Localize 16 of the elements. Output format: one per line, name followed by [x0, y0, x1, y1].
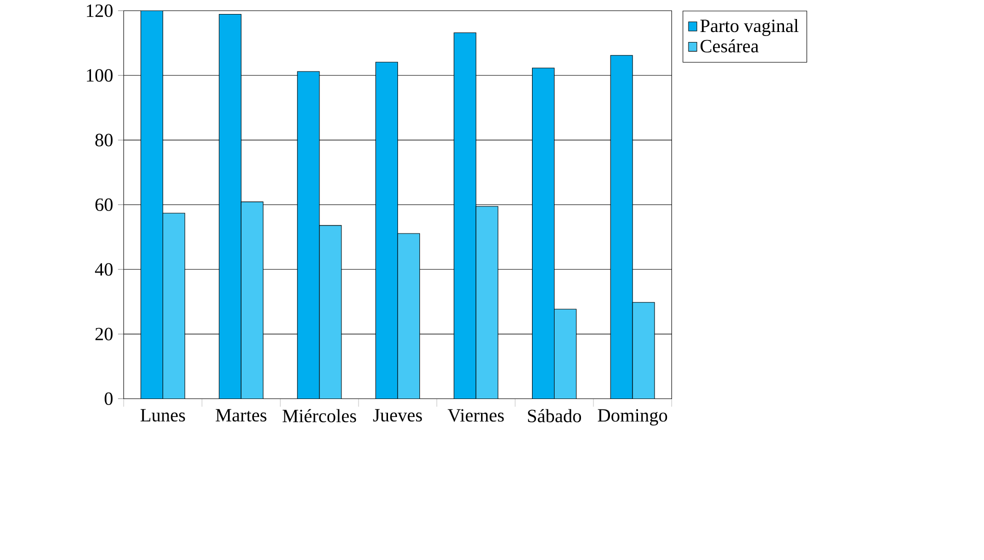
- x-tick-label: Miércoles: [282, 408, 356, 422]
- y-tick-label: 60: [95, 198, 113, 211]
- y-tick-label: 120: [86, 4, 113, 17]
- x-tick-label: Sábado: [528, 408, 582, 422]
- x-tick-label: Lunes: [140, 408, 185, 422]
- legend-label: Parto vaginal: [700, 18, 798, 36]
- y-tick-label: 40: [94, 262, 113, 276]
- y-tick-label: 80: [95, 134, 113, 146]
- x-tick-label: Jueves: [373, 408, 422, 422]
- y-tick-label: 20: [95, 328, 113, 340]
- x-tick-label: Martes: [216, 408, 266, 422]
- x-tick-label: Viernes: [448, 408, 504, 422]
- y-tick-label: 0: [104, 392, 113, 405]
- x-tick-label: Domingo: [598, 408, 668, 426]
- y-tick-label: 100: [86, 68, 113, 82]
- legend-label: Cesárea: [700, 39, 759, 52]
